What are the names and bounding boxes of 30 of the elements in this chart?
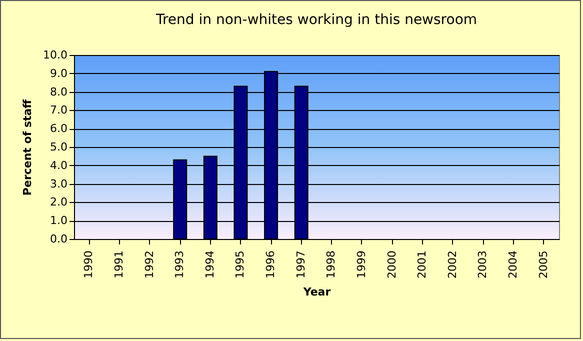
y-tick-label: 4.0: [50, 158, 68, 172]
x-tick-label: 1992: [142, 250, 156, 278]
x-tick-label: 1991: [112, 250, 126, 278]
y-tick-label: 10.0: [43, 48, 68, 62]
y-tick-label: 3.0: [50, 177, 68, 190]
y-axis-title: Percent of staff: [21, 99, 34, 196]
y-tick-label: 8.0: [50, 85, 68, 98]
x-tick-label: 1994: [203, 250, 216, 278]
y-tick-label: 6.0: [50, 122, 68, 136]
x-tick-label: 2002: [446, 250, 459, 278]
x-tick-label: 1993: [173, 250, 186, 278]
x-tick-label: 1995: [234, 250, 247, 278]
y-tick-label: 1.0: [50, 214, 68, 228]
x-tick-label: 2003: [476, 250, 490, 278]
x-tick-label: 2005: [536, 250, 550, 278]
x-tick-label: 1990: [82, 250, 96, 278]
y-tick-label: 7.0: [50, 104, 68, 117]
y-tick-label: 2.0: [50, 196, 68, 209]
y-tick-label: 0.0: [50, 232, 68, 246]
y-tick-label: 5.0: [50, 140, 68, 154]
x-tick-label: 1996: [264, 250, 278, 278]
x-tick-label: 2001: [416, 250, 429, 278]
y-tick-label: 9.0: [50, 66, 68, 80]
x-tick-label: 1997: [294, 250, 308, 278]
x-tick-label: 1998: [324, 250, 338, 278]
x-tick-label: 2004: [506, 250, 520, 278]
chart-title: Trend in non-whites working in this newsroom: [154, 12, 478, 28]
x-axis-title: Year: [302, 285, 332, 298]
x-tick-label: 2000: [385, 250, 398, 278]
x-tick-label: 1999: [354, 250, 368, 278]
